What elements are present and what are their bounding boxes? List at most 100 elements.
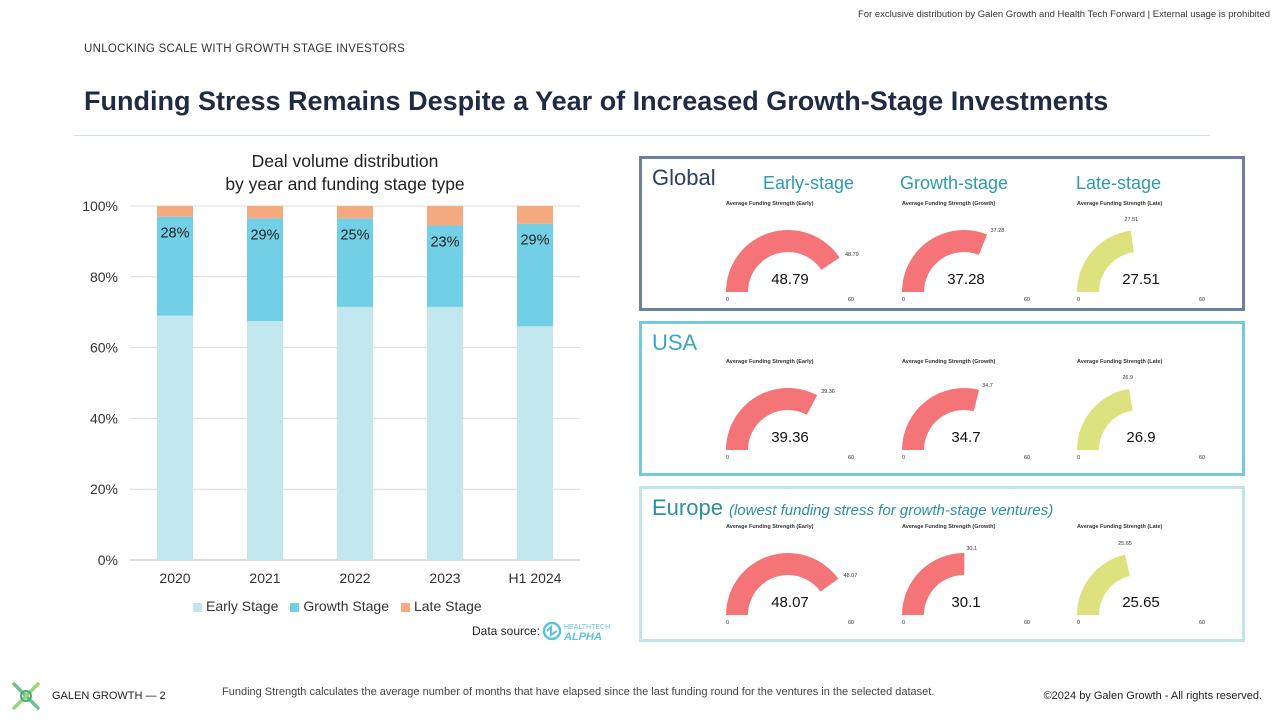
y-tick-label: 100% (82, 198, 118, 214)
footer-brand: GALEN GROWTH — 2 (52, 690, 166, 702)
gauge-global-late: Average Funding Strength (Late) 27.51 27.5… (1077, 201, 1237, 311)
panel-title-usa: USA (652, 330, 698, 355)
gauge-fill (902, 553, 965, 615)
chart-title: Deal volume distribution by year and fun… (190, 150, 500, 196)
gauge-value: 27.51 (1122, 271, 1160, 288)
gauge-min-label: 0 (726, 455, 730, 461)
panel-global: Global Early-stage Growth-stage Late-stage… (639, 156, 1245, 311)
logo-text-top: HEALTHTECH (564, 624, 610, 631)
column-title-early: Early-stage (763, 173, 855, 193)
gauge-fill (1077, 554, 1130, 615)
data-label: 23% (430, 234, 459, 250)
panel-title-global: Global (652, 165, 716, 190)
gauge-title: Average Funding Strength (Growth) (902, 201, 996, 207)
stacked-bar-chart: 0% 20% 40% 60% 80% 100% 28% 2020 29% 2021 25% 2022 2… (82, 198, 580, 586)
bar-late-stage (247, 206, 283, 219)
x-tick-label: 2023 (429, 570, 460, 586)
column-title-late: Late-stage (1076, 173, 1162, 193)
gauge-max-label: 60 (1024, 620, 1031, 626)
gauge-title: Average Funding Strength (Late) (1077, 201, 1163, 207)
gauge-arc (902, 553, 965, 615)
bar-early-stage (157, 315, 193, 560)
healthtech-alpha-logo-icon (542, 621, 562, 641)
brand-logo-icon (12, 682, 40, 710)
copyright: ©2024 by Galen Growth - All rights reser… (1043, 690, 1262, 702)
y-tick-label: 0% (98, 552, 118, 568)
gauge-pointer-label: 25.65 (1118, 540, 1132, 547)
gauge-value: 39.36 (771, 429, 809, 446)
gauge-value: 48.79 (771, 271, 809, 288)
panel-europe: Europe (lowest funding stress for growth-… (639, 486, 1245, 642)
gauge-pointer-label: 39.36 (821, 388, 835, 395)
title-divider (74, 135, 1210, 136)
legend-item-growth: Growth Stage (290, 598, 389, 614)
gauge-min-label: 0 (1077, 297, 1081, 303)
gauge-arc (726, 388, 818, 450)
gauge-fill (726, 553, 839, 615)
gauge-min-label: 0 (1077, 455, 1081, 461)
bar-growth-stage (517, 223, 553, 327)
gauge-fill (726, 388, 818, 450)
gauge-global-growth: Average Funding Strength (Growth) 37.28 37… (902, 201, 1062, 311)
gauge-fill (902, 388, 980, 450)
bar-late-stage (427, 206, 463, 226)
legend-label-growth: Growth Stage (303, 598, 389, 614)
gauge-usa-growth: Average Funding Strength (Growth) 34.7 34.… (902, 359, 1062, 469)
data-label: 28% (160, 226, 189, 242)
gauge-max-label: 60 (1024, 455, 1031, 461)
gauge-europe-growth: Average Funding Strength (Growth) 30.1 30.… (902, 524, 1062, 634)
legend-label-late: Late Stage (413, 598, 482, 614)
gauge-min-label: 0 (902, 455, 906, 461)
gauge-title: Average Funding Strength (Early) (726, 359, 814, 365)
gauge-max-label: 60 (1199, 455, 1206, 461)
gauge-pointer-label: 37.28 (990, 227, 1005, 234)
y-tick-label: 80% (90, 269, 118, 285)
bar-early-stage (247, 321, 283, 560)
panel-title-europe-text: Europe (652, 495, 723, 520)
y-tick-label: 60% (90, 340, 118, 356)
gauge-value: 37.28 (947, 271, 985, 288)
x-tick-label: H1 2024 (509, 570, 562, 586)
gauge-min-label: 0 (902, 620, 906, 626)
gauge-min-label: 0 (1077, 620, 1081, 626)
gauge-max-label: 60 (848, 297, 855, 303)
bar-growth-stage (157, 216, 193, 316)
chart-title-line-2: by year and funding stage type (225, 174, 465, 194)
gauge-arc (902, 388, 980, 450)
legend-item-late: Late Stage (400, 598, 482, 614)
gauge-max-label: 60 (848, 455, 855, 461)
gauge-arc (1077, 230, 1134, 292)
legend-item-early: Early Stage (193, 598, 278, 614)
gauge-max-label: 60 (1199, 297, 1206, 303)
panel-usa: USA Average Funding Strength (Early) 39.3… (639, 321, 1245, 476)
gauge-fill (726, 230, 840, 292)
y-tick-label: 20% (90, 481, 118, 497)
x-tick-label: 2021 (249, 570, 280, 586)
gauge-title: Average Funding Strength (Growth) (902, 524, 996, 530)
gauge-usa-early: Average Funding Strength (Early) 39.36 39.… (726, 359, 886, 469)
gauge-max-label: 60 (1024, 297, 1031, 303)
gauge-min-label: 0 (726, 297, 730, 303)
gauge-europe-late: Average Funding Strength (Late) 25.65 25.6… (1077, 524, 1237, 634)
bar-growth-stage (247, 218, 283, 322)
gauge-pointer-label: 34.7 (982, 382, 993, 389)
gauge-title: Average Funding Strength (Early) (726, 201, 814, 207)
chart-legend: Early Stage Growth Stage Late Stage (193, 598, 482, 614)
data-label: 29% (250, 227, 279, 243)
data-label: 25% (340, 227, 369, 243)
distribution-disclaimer: For exclusive distribution by Galen Grow… (857, 9, 1270, 20)
gauge-min-label: 0 (902, 297, 906, 303)
gauge-title: Average Funding Strength (Late) (1077, 524, 1163, 530)
bar-growth-stage (337, 218, 373, 307)
data-source-label: Data source: (472, 624, 541, 638)
bar-late-stage (337, 206, 373, 219)
gauge-min-label: 0 (726, 620, 730, 626)
gauge-arc (1077, 554, 1130, 615)
x-tick-label: 2020 (159, 570, 190, 586)
bar-growth-stage (427, 225, 463, 307)
panel-subtitle-europe: (lowest funding stress for growth-stage … (728, 502, 1054, 519)
panel-title-europe: Europe (lowest funding stress for growth-… (652, 495, 1053, 521)
gauge-arc (1077, 388, 1133, 450)
gauge-fill (1077, 230, 1134, 292)
legend-label-early: Early Stage (206, 598, 279, 614)
